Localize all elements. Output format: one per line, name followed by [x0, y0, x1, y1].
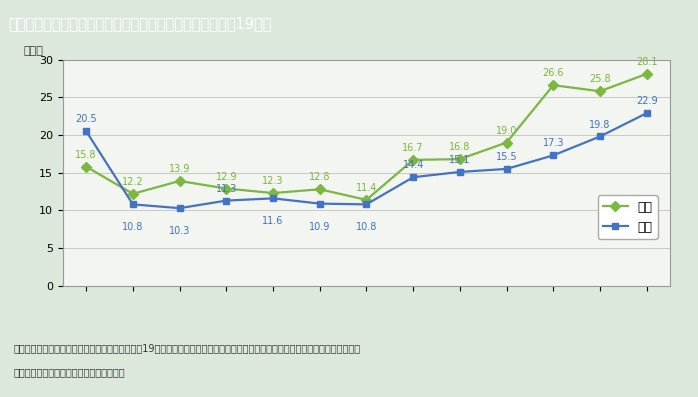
Text: 19.8: 19.8 [589, 119, 611, 129]
Text: 11.6: 11.6 [262, 216, 283, 226]
Text: 第１－３－８図　男女別・年齢階層別相対的貧困率（平成19年）: 第１－３－８図 男女別・年齢階層別相対的貧困率（平成19年） [8, 16, 272, 31]
Text: 12.2: 12.2 [122, 177, 144, 187]
Text: 11.3: 11.3 [216, 184, 237, 194]
Text: 17.3: 17.3 [542, 139, 564, 148]
Text: （備考）厚生労働省「国民生活基礎調査」（平成19年）を基に，内閣府男女共同参画局「生活困難を抱える男女に関する検討会」: （備考）厚生労働省「国民生活基礎調査」（平成19年）を基に，内閣府男女共同参画局… [14, 343, 361, 353]
Text: 12.3: 12.3 [262, 176, 284, 186]
Text: 20.5: 20.5 [75, 114, 97, 124]
Text: 14.4: 14.4 [403, 160, 424, 170]
Text: 13.9: 13.9 [169, 164, 191, 174]
Text: 11.4: 11.4 [356, 183, 377, 193]
Text: 12.8: 12.8 [309, 172, 330, 182]
Text: 15.5: 15.5 [496, 152, 517, 162]
Text: 16.8: 16.8 [450, 142, 470, 152]
Text: 16.7: 16.7 [403, 143, 424, 153]
Text: 19.0: 19.0 [496, 125, 517, 136]
Legend: 女性, 男性: 女性, 男性 [597, 195, 658, 239]
Text: 10.3: 10.3 [169, 226, 191, 236]
Text: 阿部彩委員の特別集計より作成。: 阿部彩委員の特別集計より作成。 [14, 367, 126, 377]
Text: 15.1: 15.1 [449, 155, 470, 165]
Text: 28.1: 28.1 [636, 57, 658, 67]
Text: 10.8: 10.8 [122, 222, 144, 232]
Text: 26.6: 26.6 [542, 68, 564, 78]
Text: 25.8: 25.8 [589, 74, 611, 84]
Text: 22.9: 22.9 [636, 96, 658, 106]
Text: （％）: （％） [23, 46, 43, 56]
Text: 10.9: 10.9 [309, 222, 330, 232]
Text: 15.8: 15.8 [75, 150, 97, 160]
Text: 12.9: 12.9 [216, 172, 237, 181]
Text: 10.8: 10.8 [356, 222, 377, 232]
